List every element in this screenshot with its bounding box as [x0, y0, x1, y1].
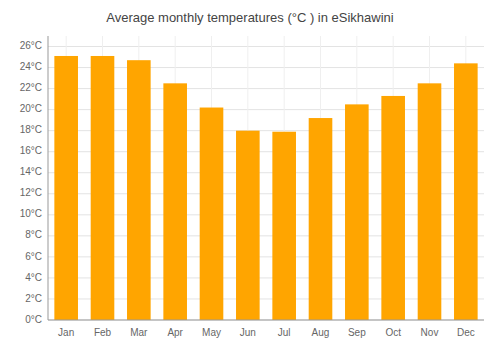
x-tick-label: Jun — [240, 327, 256, 338]
bar — [381, 96, 405, 320]
x-tick-label: Dec — [457, 327, 475, 338]
y-tick-label: 14°C — [20, 166, 42, 177]
y-tick-label: 20°C — [20, 103, 42, 114]
axes: 0°C 2°C 4°C 6°C 8°C 10°C 12°C 14°C 16°C 18°C 20°C 2… — [20, 36, 484, 338]
x-tick-label: May — [202, 327, 221, 338]
x-tick-label: Aug — [312, 327, 330, 338]
x-tick-label: Jul — [278, 327, 291, 338]
x-tick-label: Feb — [94, 327, 112, 338]
bar — [454, 63, 478, 320]
chart-svg: 0°C 2°C 4°C 6°C 8°C 10°C 12°C 14°C 16°C 18°C 20°C 2… — [0, 0, 500, 350]
bar — [163, 83, 187, 320]
bar — [236, 131, 260, 320]
x-tick-label: Jan — [58, 327, 74, 338]
y-tick-label: 22°C — [20, 82, 42, 93]
y-grid-line — [48, 46, 484, 47]
bar — [200, 108, 224, 320]
x-tick-label: Oct — [385, 327, 401, 338]
bar — [418, 83, 442, 320]
y-tick-label: 16°C — [20, 145, 42, 156]
grid — [48, 36, 484, 320]
bar — [127, 60, 151, 320]
y-grid-line — [48, 320, 484, 321]
x-tick-label: Nov — [421, 327, 439, 338]
y-tick-label: 0°C — [25, 314, 42, 325]
bars — [54, 56, 477, 320]
y-tick-label: 24°C — [20, 61, 42, 72]
y-tick-label: 6°C — [25, 251, 42, 262]
x-tick-label: Mar — [130, 327, 148, 338]
y-tick-label: 18°C — [20, 124, 42, 135]
y-tick-label: 8°C — [25, 229, 42, 240]
bar — [309, 118, 333, 320]
chart-title: Average monthly temperatures (°C ) in eS… — [106, 10, 394, 25]
y-tick-label: 10°C — [20, 208, 42, 219]
y-tick-label: 4°C — [25, 272, 42, 283]
y-tick-label: 2°C — [25, 293, 42, 304]
x-tick-label: Sep — [348, 327, 366, 338]
y-tick-label: 26°C — [20, 40, 42, 51]
bar — [272, 132, 296, 320]
bar — [54, 56, 78, 320]
x-axis-line — [48, 320, 484, 321]
bar — [91, 56, 115, 320]
chart-root: 0°C 2°C 4°C 6°C 8°C 10°C 12°C 14°C 16°C 18°C 20°C 2… — [0, 0, 500, 350]
y-tick-label: 12°C — [20, 187, 42, 198]
y-axis-line — [48, 36, 49, 320]
bar — [345, 104, 369, 320]
x-tick-label: Apr — [167, 327, 183, 338]
